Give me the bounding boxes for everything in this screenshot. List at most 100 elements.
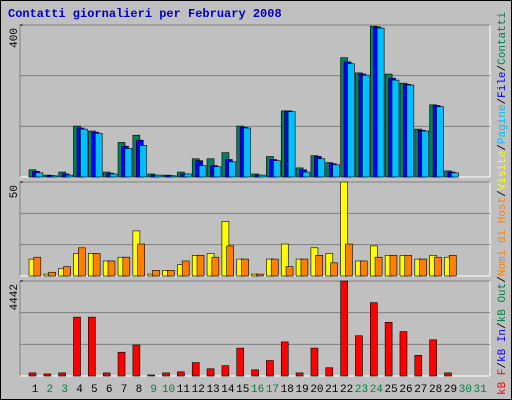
legend-entry: kB In	[497, 329, 509, 362]
bar	[124, 148, 133, 178]
legend-separator: /	[497, 276, 509, 283]
bar	[226, 245, 235, 277]
bar	[213, 166, 222, 178]
bar	[221, 365, 230, 377]
legend-entry: Contatti	[497, 12, 509, 65]
bar	[43, 373, 52, 377]
legend-entry: kB Out	[497, 283, 509, 323]
bar	[154, 174, 162, 178]
bar	[391, 79, 400, 178]
bar	[345, 243, 353, 277]
x-tick-label: 31	[474, 384, 488, 396]
bar	[117, 351, 126, 377]
bar	[139, 145, 148, 178]
bar	[399, 331, 408, 377]
x-tick-label: 11	[177, 384, 191, 396]
bar	[355, 335, 363, 377]
x-tick-label: 27	[414, 384, 427, 396]
bar	[35, 172, 44, 178]
bar	[241, 258, 249, 277]
bar	[243, 127, 251, 178]
legend: kB F/kB In/kB Out/Nomi di Host/Visite/Pa…	[497, 12, 509, 395]
x-tick-label: 15	[236, 384, 249, 396]
bar	[272, 160, 281, 178]
bar	[122, 256, 131, 277]
bar	[436, 106, 444, 178]
legend-separator: /	[497, 144, 509, 151]
x-tick-label: 29	[444, 384, 457, 396]
bar	[169, 175, 177, 178]
bar	[347, 63, 355, 178]
x-tick-label: 20	[310, 384, 323, 396]
bar	[177, 371, 185, 377]
bar	[65, 174, 73, 178]
bar	[280, 243, 289, 277]
legend-separator: /	[497, 98, 509, 105]
bar	[300, 258, 309, 277]
bar	[132, 344, 141, 377]
bar	[340, 181, 348, 277]
x-tick-label: 5	[91, 384, 98, 396]
bar	[256, 273, 264, 277]
bar	[285, 266, 294, 277]
bar	[28, 372, 37, 377]
bar	[167, 270, 175, 277]
x-tick-label: 26	[399, 384, 412, 396]
bar	[266, 360, 274, 377]
legend-entry: kB F	[497, 369, 509, 395]
x-tick-label: 22	[340, 384, 353, 396]
bar	[315, 255, 324, 277]
bar	[211, 256, 220, 277]
bar	[102, 372, 111, 377]
bar	[236, 347, 245, 377]
bar	[258, 174, 266, 178]
bar	[73, 316, 81, 377]
bar	[406, 84, 415, 178]
bar	[287, 111, 296, 178]
bar	[376, 27, 385, 178]
bar	[198, 165, 207, 178]
bar	[107, 260, 116, 277]
bar	[404, 255, 413, 277]
x-tick-label: 16	[251, 384, 264, 396]
x-tick-label: 13	[206, 384, 219, 396]
bar	[196, 255, 205, 277]
x-tick-label: 24	[370, 384, 384, 396]
x-tick-label: 19	[295, 384, 308, 396]
x-tick-label: 2	[47, 384, 54, 396]
x-tick-label: 14	[221, 384, 235, 396]
bar	[295, 372, 304, 377]
legend-separator: /	[497, 65, 509, 72]
x-tick-label: 12	[192, 384, 205, 396]
bar	[419, 258, 427, 277]
bar	[94, 133, 103, 178]
legend-entry: File	[497, 71, 509, 97]
x-tick-label: 17	[266, 384, 279, 396]
x-tick-label: 1	[32, 384, 39, 396]
bar	[330, 262, 338, 277]
legend-separator: /	[497, 362, 509, 369]
bar	[429, 339, 437, 377]
x-tick-label: 8	[136, 384, 143, 396]
bar	[434, 256, 442, 277]
legend-entry: Nomi di Host	[497, 197, 509, 276]
y-tick-label: 400	[9, 28, 21, 48]
bar	[444, 372, 452, 377]
bar	[181, 260, 190, 277]
bar	[33, 256, 42, 277]
bar	[183, 173, 192, 178]
x-tick-label: 18	[281, 384, 294, 396]
x-tick-label: 28	[429, 384, 442, 396]
x-tick-label: 25	[385, 384, 398, 396]
bar	[317, 158, 326, 178]
bar	[63, 266, 71, 277]
bar	[448, 255, 457, 277]
x-tick-label: 21	[325, 384, 339, 396]
bar	[228, 161, 237, 178]
bar	[152, 270, 160, 277]
x-tick-label: 6	[106, 384, 113, 396]
bar	[384, 321, 393, 377]
legend-entry: Visite	[497, 151, 509, 191]
bar	[389, 255, 398, 277]
